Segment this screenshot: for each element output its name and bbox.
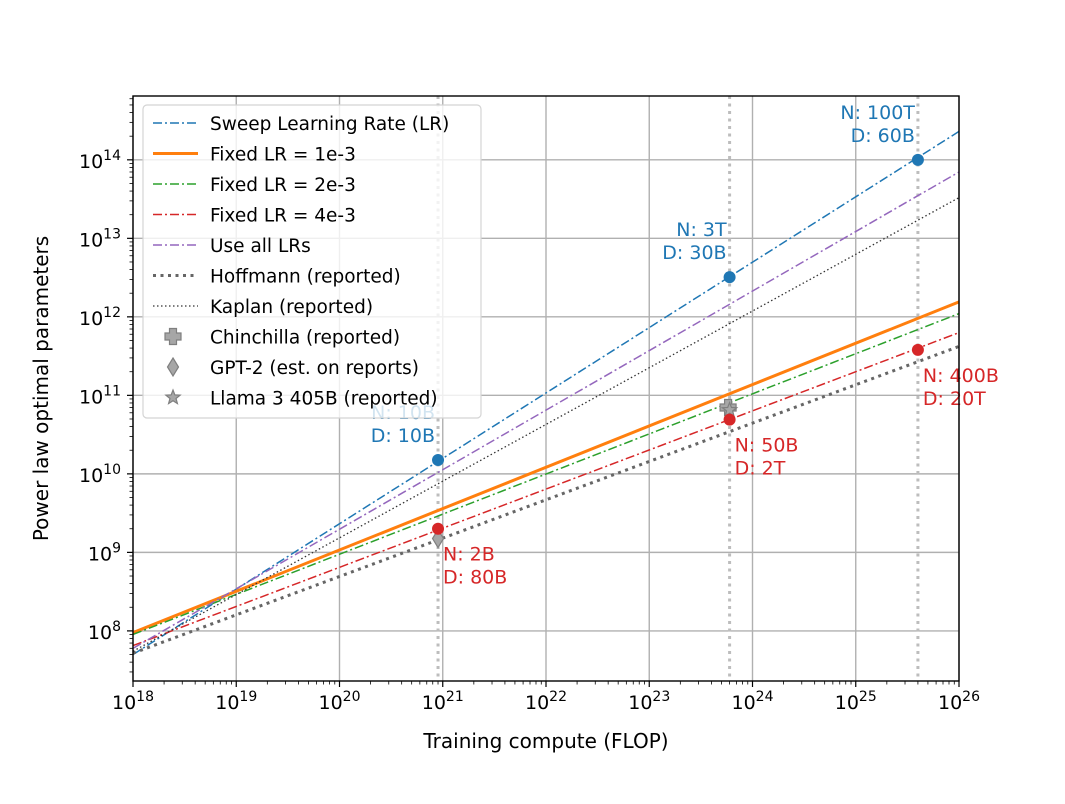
y-tick-label: 1014 (79, 148, 121, 173)
x-tick-label: 1024 (731, 689, 773, 714)
legend-entry: Sweep Learning Rate (LR) (153, 114, 449, 135)
x-tick-label: 1026 (938, 689, 980, 714)
legend-label: Kaplan (reported) (210, 297, 373, 318)
series-line (133, 312, 959, 636)
legend-diamond-marker (166, 356, 180, 378)
point-label: D: 2T (735, 458, 786, 480)
series-line (133, 130, 959, 656)
point-label: N: 2B (443, 544, 495, 566)
point-label: D: 80B (443, 567, 507, 589)
legend-entry: Chinchilla (reported) (164, 327, 400, 349)
legend-entry: Kaplan (reported) (153, 297, 373, 318)
x-tick-label: 1025 (835, 689, 877, 714)
series-line (133, 300, 959, 635)
legend-plus-marker (164, 327, 182, 346)
x-tick-label: 1019 (215, 689, 257, 714)
y-tick-label: 1012 (79, 305, 121, 330)
y-axis-ticks: 108 109 1010 1011 1012 1013 1014 (79, 98, 133, 673)
legend-entry: Fixed LR = 2e-3 (153, 175, 356, 196)
x-tick-label: 1018 (112, 689, 154, 714)
series-group (133, 130, 959, 656)
data-point (911, 343, 924, 356)
y-axis-label: Power law optimal parameters (29, 236, 53, 541)
data-point (723, 271, 736, 284)
x-tick-label: 1021 (422, 689, 464, 714)
legend-entry: Fixed LR = 1e-3 (153, 145, 356, 166)
series-line (133, 197, 959, 652)
legend-label: Fixed LR = 2e-3 (210, 175, 356, 196)
legend: Sweep Learning Rate (LR) Fixed LR = 1e-3 F… (142, 104, 482, 419)
legend-box (142, 104, 482, 419)
x-tick-label: 1020 (318, 689, 360, 714)
legend-label: Hoffmann (reported) (210, 267, 401, 288)
x-tick-label: 1022 (525, 689, 567, 714)
y-tick-label: 109 (88, 540, 121, 565)
y-tick-label: 1011 (79, 383, 121, 408)
point-label: N: 100T (840, 102, 915, 124)
point-label: D: 20T (923, 388, 986, 410)
data-point (432, 454, 445, 467)
point-label: D: 10B (371, 425, 435, 447)
data-point (911, 153, 924, 166)
legend-entry: GPT-2 (est. on reports) (166, 356, 419, 379)
series-line (133, 171, 959, 649)
point-label: D: 60B (851, 125, 915, 147)
point-label: D: 30B (662, 242, 726, 264)
legend-star-marker (164, 388, 182, 405)
legend-label: Chinchilla (reported) (210, 328, 400, 349)
legend-label: Use all LRs (210, 236, 311, 257)
star-marker (720, 400, 739, 418)
legend-label: Fixed LR = 4e-3 (210, 206, 356, 227)
legend-label: Llama 3 405B (reported) (210, 389, 438, 410)
y-tick-label: 1010 (79, 462, 121, 487)
x-tick-label: 1023 (628, 689, 670, 714)
legend-entry: Fixed LR = 4e-3 (153, 206, 356, 227)
legend-label: Fixed LR = 1e-3 (210, 145, 356, 166)
legend-entry: Hoffmann (reported) (153, 267, 401, 288)
y-tick-label: 108 (88, 619, 121, 644)
series-line (133, 331, 959, 647)
legend-label: Sweep Learning Rate (LR) (210, 114, 449, 135)
point-label: N: 400B (923, 365, 999, 387)
point-label: N: 3T (676, 219, 727, 241)
data-point (432, 522, 445, 535)
data-point (723, 413, 736, 426)
y-tick-label: 1013 (79, 226, 121, 251)
legend-entry: Use all LRs (153, 236, 311, 257)
legend-entry: Llama 3 405B (reported) (164, 388, 438, 410)
legend-label: GPT-2 (est. on reports) (210, 358, 419, 379)
x-axis-ticks: 1018 1019 1020 1021 1022 1023 1024 1025 1026 (112, 681, 980, 714)
point-label: N: 50B (735, 435, 799, 457)
x-axis-label: Training compute (FLOP) (422, 729, 668, 753)
